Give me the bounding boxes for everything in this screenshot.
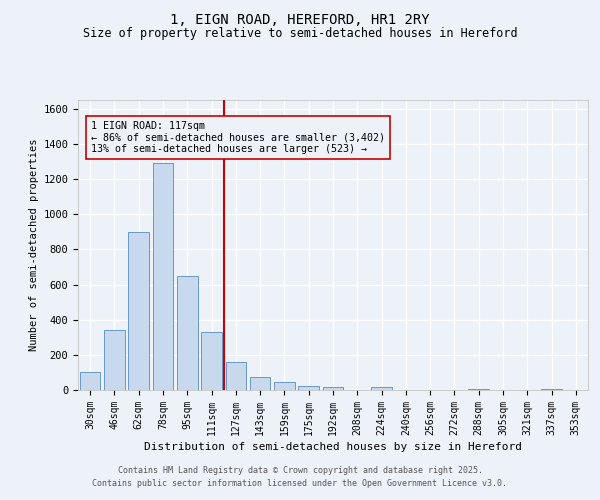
- Y-axis label: Number of semi-detached properties: Number of semi-detached properties: [29, 138, 39, 352]
- Text: 1 EIGN ROAD: 117sqm
← 86% of semi-detached houses are smaller (3,402)
13% of sem: 1 EIGN ROAD: 117sqm ← 86% of semi-detach…: [91, 121, 385, 154]
- Text: 1, EIGN ROAD, HEREFORD, HR1 2RY: 1, EIGN ROAD, HEREFORD, HR1 2RY: [170, 12, 430, 26]
- Bar: [177, 276, 197, 390]
- Bar: [250, 377, 271, 390]
- Bar: [371, 388, 392, 390]
- Bar: [274, 382, 295, 390]
- Text: Size of property relative to semi-detached houses in Hereford: Size of property relative to semi-detach…: [83, 28, 517, 40]
- Text: Contains HM Land Registry data © Crown copyright and database right 2025.
Contai: Contains HM Land Registry data © Crown c…: [92, 466, 508, 487]
- Bar: [226, 362, 246, 390]
- Bar: [128, 232, 149, 390]
- Bar: [541, 389, 562, 390]
- Bar: [104, 330, 125, 390]
- Bar: [80, 372, 100, 390]
- Bar: [152, 164, 173, 390]
- Bar: [201, 332, 222, 390]
- Bar: [323, 388, 343, 390]
- Bar: [469, 389, 489, 390]
- Bar: [298, 386, 319, 390]
- X-axis label: Distribution of semi-detached houses by size in Hereford: Distribution of semi-detached houses by …: [144, 442, 522, 452]
